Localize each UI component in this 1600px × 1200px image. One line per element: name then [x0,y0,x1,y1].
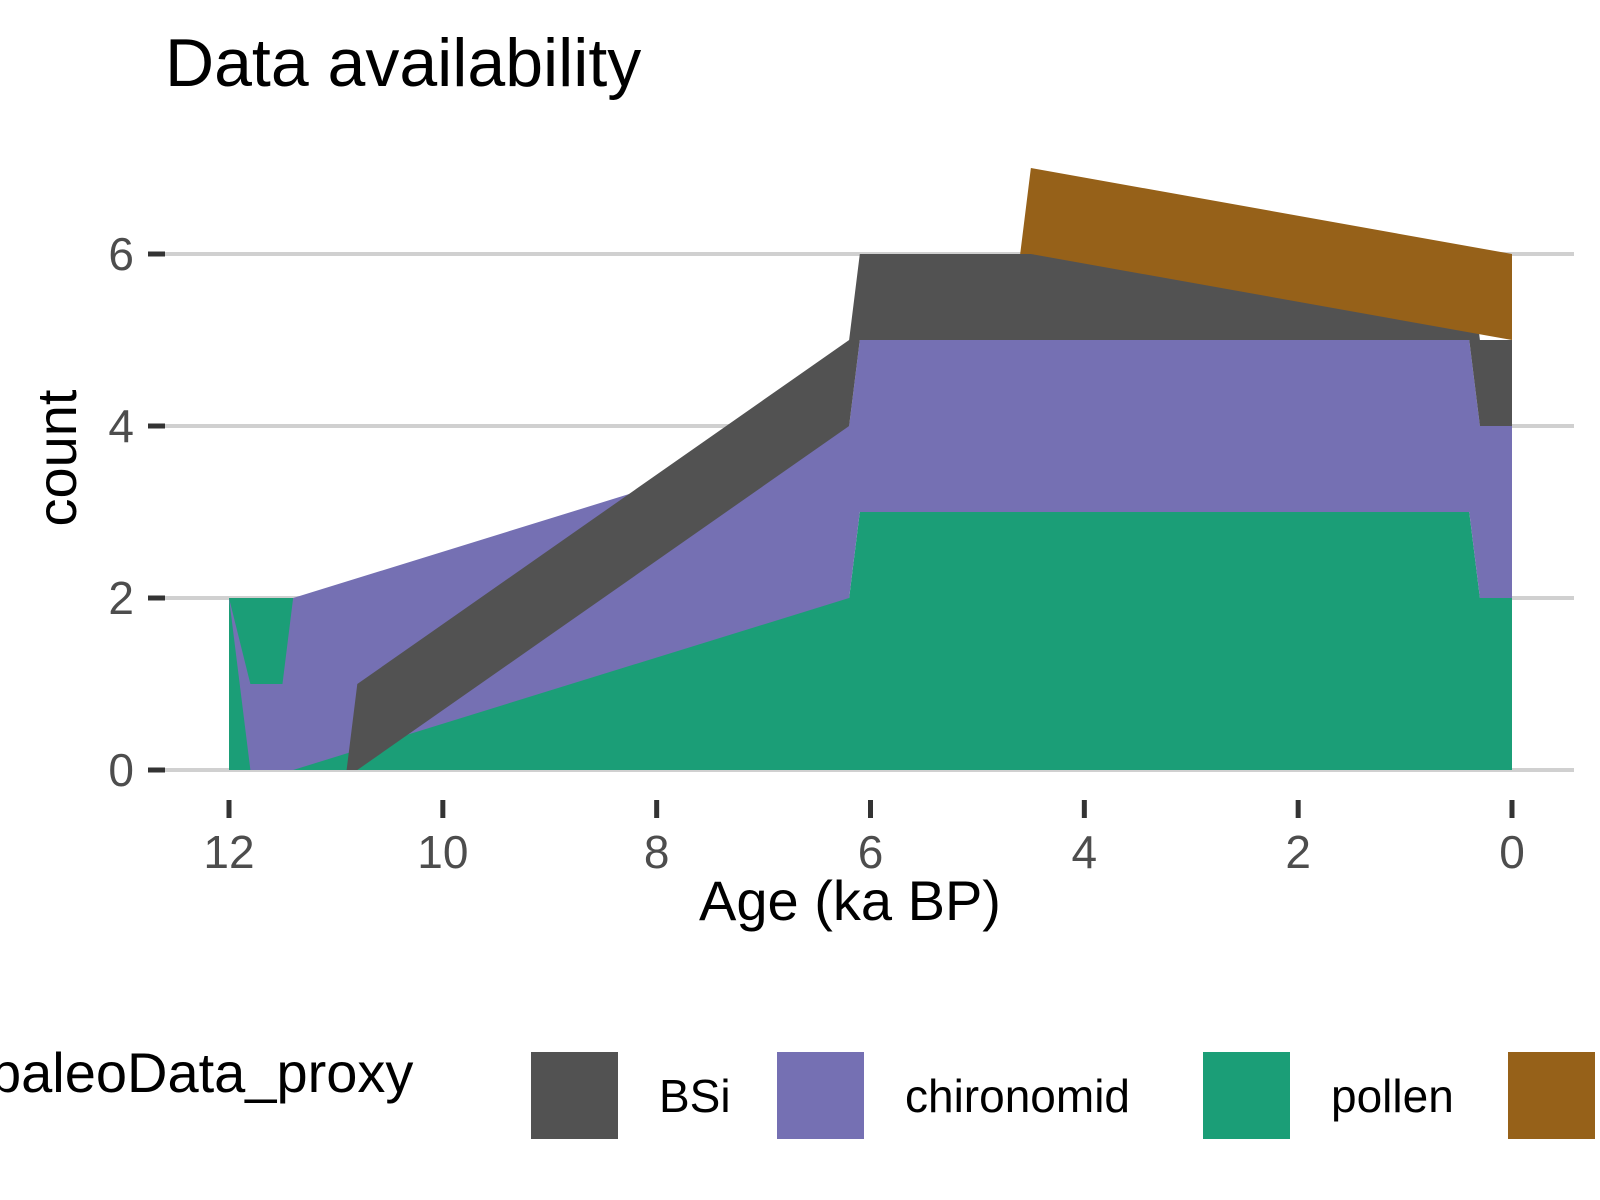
legend-label-2: pollen [1331,1070,1454,1122]
area-series-3 [229,168,1512,598]
stacked-areas [229,168,1512,770]
legend-key-3 [1508,1052,1595,1139]
legend-title: paleoData_proxy [0,1041,413,1104]
y-tick-label-3: 6 [108,228,134,280]
x-tick-label-1: 10 [417,826,468,878]
chart-title: Data availability [165,25,641,101]
x-axis: 12 10 8 6 4 2 0 [203,800,1525,878]
x-tick-label-6: 0 [1499,826,1525,878]
y-axis-title: count [25,389,88,526]
x-axis-title: Age (ka BP) [699,869,1001,932]
legend-key-2 [1203,1052,1290,1139]
y-tick-label-0: 0 [108,744,134,796]
legend: paleoData_proxy BSi chironomid pollen [0,1041,1595,1139]
area-series-1 [229,340,1512,770]
legend-label-0: BSi [659,1070,731,1122]
x-tick-label-0: 12 [203,826,254,878]
x-tick-label-3: 6 [858,826,884,878]
y-axis: 0 2 4 6 [108,228,165,796]
legend-key-1 [777,1052,864,1139]
legend-label-1: chironomid [905,1070,1130,1122]
area-series-0 [229,512,1512,770]
y-tick-label-2: 4 [108,400,134,452]
x-tick-label-4: 4 [1072,826,1098,878]
x-tick-label-5: 2 [1285,826,1311,878]
legend-key-0 [531,1052,618,1139]
y-tick-label-1: 2 [108,572,134,624]
x-tick-label-2: 8 [644,826,670,878]
